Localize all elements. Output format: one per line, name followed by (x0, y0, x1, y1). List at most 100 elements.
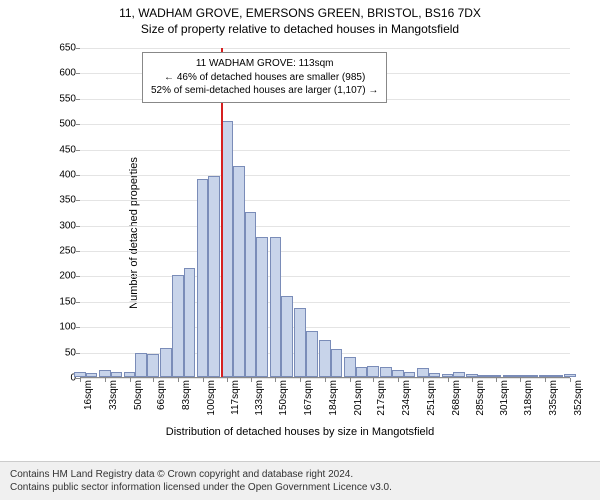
histogram-bar (417, 368, 429, 377)
x-tick-mark (398, 378, 399, 382)
x-tick-label: 16sqm (83, 380, 94, 410)
y-tick-label: 550 (48, 93, 76, 104)
x-axis-label: Distribution of detached houses by size … (0, 426, 600, 438)
x-tick-label: 234sqm (401, 380, 412, 416)
grid-line (80, 150, 570, 151)
y-tick-label: 150 (48, 296, 76, 307)
x-tick-label: 217sqm (376, 380, 387, 416)
chart-container: Number of detached properties 0501001502… (50, 48, 570, 418)
grid-line (80, 302, 570, 303)
histogram-bar (429, 373, 441, 377)
x-tick-label: 201sqm (353, 380, 364, 416)
histogram-bar (270, 237, 282, 377)
x-tick-label: 184sqm (328, 380, 339, 416)
histogram-bar (197, 179, 209, 377)
callout-line3: 52% of semi-detached houses are larger (… (151, 84, 378, 98)
grid-line (80, 276, 570, 277)
y-tick-mark (76, 124, 80, 125)
y-tick-mark (76, 302, 80, 303)
histogram-bar (331, 349, 343, 377)
histogram-bar (86, 373, 98, 377)
x-tick-mark (570, 378, 571, 382)
x-tick-label: 117sqm (230, 380, 241, 415)
callout-box: 11 WADHAM GROVE: 113sqm ← 46% of detache… (142, 52, 387, 103)
grid-line (80, 124, 570, 125)
histogram-bar (466, 374, 478, 377)
x-tick-mark (520, 378, 521, 382)
x-tick-mark (203, 378, 204, 382)
x-tick-mark (423, 378, 424, 382)
histogram-bar (160, 348, 172, 377)
histogram-bar (281, 296, 293, 377)
y-tick-mark (76, 48, 80, 49)
histogram-bar (111, 372, 123, 377)
histogram-bar (442, 374, 454, 377)
x-tick-mark (325, 378, 326, 382)
footer: Contains HM Land Registry data © Crown c… (0, 461, 600, 500)
histogram-bar (380, 367, 392, 377)
y-tick-label: 500 (48, 119, 76, 130)
x-tick-label: 133sqm (254, 380, 265, 416)
y-tick-mark (76, 276, 80, 277)
histogram-bar (294, 308, 306, 377)
histogram-bar (319, 340, 331, 377)
x-tick-mark (350, 378, 351, 382)
grid-line (80, 175, 570, 176)
histogram-bar (392, 370, 404, 377)
y-tick-mark (76, 251, 80, 252)
y-tick-mark (76, 99, 80, 100)
x-tick-label: 301sqm (499, 380, 510, 416)
x-tick-label: 167sqm (303, 380, 314, 416)
histogram-bar (367, 366, 379, 377)
x-tick-label: 100sqm (206, 380, 217, 416)
y-tick-mark (76, 73, 80, 74)
x-tick-label: 318sqm (523, 380, 534, 416)
x-tick-label: 83sqm (181, 380, 192, 410)
histogram-bar (478, 375, 490, 377)
y-tick-mark (76, 150, 80, 151)
histogram-bar (503, 375, 515, 377)
y-tick-label: 100 (48, 322, 76, 333)
page-subtitle: Size of property relative to detached ho… (0, 20, 600, 36)
y-tick-label: 650 (48, 43, 76, 54)
histogram-bar (124, 372, 136, 377)
y-tick-mark (76, 175, 80, 176)
histogram-bar (172, 275, 184, 377)
x-tick-label: 352sqm (573, 380, 584, 416)
histogram-bar (245, 212, 257, 377)
callout-line2: ← 46% of detached houses are smaller (98… (151, 71, 378, 85)
histogram-bar (539, 375, 551, 377)
histogram-bar (99, 370, 111, 377)
y-tick-mark (76, 327, 80, 328)
y-tick-label: 350 (48, 195, 76, 206)
histogram-bar (233, 166, 245, 377)
footer-line2: Contains public sector information licen… (10, 481, 590, 494)
histogram-bar (356, 367, 368, 377)
y-tick-mark (76, 353, 80, 354)
x-tick-label: 285sqm (475, 380, 486, 416)
x-tick-label: 50sqm (133, 380, 144, 410)
y-tick-label: 300 (48, 220, 76, 231)
grid-line (80, 251, 570, 252)
footer-line1: Contains HM Land Registry data © Crown c… (10, 468, 590, 481)
x-tick-mark (227, 378, 228, 382)
histogram-bar (564, 374, 576, 377)
histogram-bar (256, 237, 268, 377)
x-tick-label: 150sqm (278, 380, 289, 416)
y-tick-label: 250 (48, 246, 76, 257)
y-tick-mark (76, 200, 80, 201)
x-tick-mark (373, 378, 374, 382)
y-tick-label: 200 (48, 271, 76, 282)
x-tick-mark (153, 378, 154, 382)
histogram-bar (74, 372, 86, 377)
grid-line (80, 200, 570, 201)
x-tick-mark (80, 378, 81, 382)
y-tick-label: 400 (48, 169, 76, 180)
x-tick-label: 335sqm (548, 380, 559, 416)
x-tick-mark (130, 378, 131, 382)
histogram-bar (135, 353, 147, 377)
histogram-bar (526, 375, 538, 377)
x-tick-mark (251, 378, 252, 382)
x-tick-label: 66sqm (156, 380, 167, 410)
histogram-bar (490, 375, 502, 377)
